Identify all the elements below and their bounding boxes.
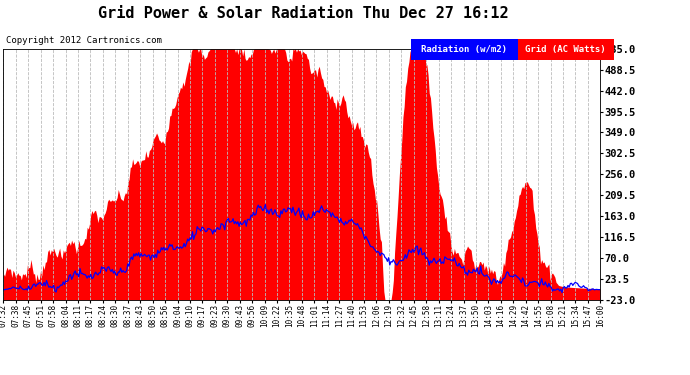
Text: Grid (AC Watts): Grid (AC Watts) bbox=[526, 45, 606, 54]
Text: Radiation (w/m2): Radiation (w/m2) bbox=[421, 45, 507, 54]
Text: Copyright 2012 Cartronics.com: Copyright 2012 Cartronics.com bbox=[6, 36, 161, 45]
Text: Grid Power & Solar Radiation Thu Dec 27 16:12: Grid Power & Solar Radiation Thu Dec 27 … bbox=[98, 6, 509, 21]
